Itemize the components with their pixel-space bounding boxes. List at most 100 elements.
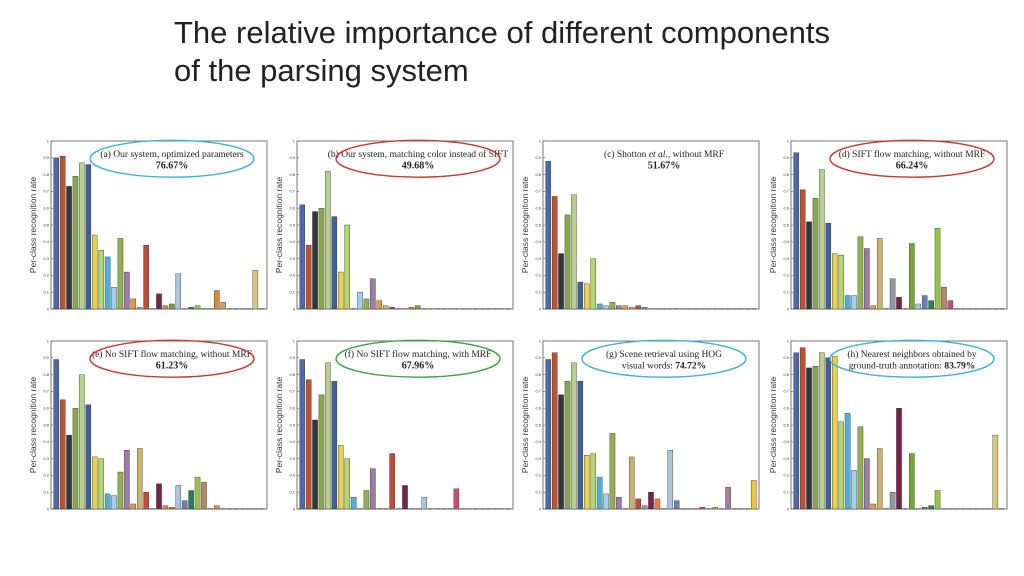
y-tick-label: 0.2 <box>783 273 789 278</box>
bar <box>104 256 111 310</box>
bar <box>941 286 947 310</box>
y-tick-label: 0.4 <box>289 439 295 444</box>
y-tick-label: 0.8 <box>783 372 789 377</box>
y-tick-label: 0.5 <box>43 422 49 427</box>
bar <box>812 197 819 310</box>
bar <box>928 300 934 310</box>
bar <box>124 271 130 310</box>
bar <box>370 468 376 510</box>
bar <box>214 505 220 510</box>
bar <box>635 498 641 510</box>
y-tick-label: 1 <box>293 138 296 143</box>
highlight-ellipse <box>335 339 501 378</box>
bar <box>571 194 577 310</box>
bar <box>363 298 370 310</box>
y-axis-label: Per-class recognition rate <box>28 177 38 274</box>
bar <box>628 456 635 510</box>
bar <box>832 253 838 310</box>
bar <box>616 305 622 310</box>
y-tick-label: 1 <box>787 338 790 343</box>
bar <box>635 305 641 310</box>
bar <box>851 295 857 310</box>
y-tick-label: 0.8 <box>43 372 49 377</box>
bar <box>603 305 609 310</box>
bar <box>934 490 941 510</box>
bar <box>545 160 551 310</box>
y-tick-label: 0.1 <box>43 490 49 495</box>
y-tick-label: 0 <box>293 306 296 311</box>
bar <box>252 270 259 310</box>
y-tick-label: 0.5 <box>289 222 295 227</box>
y-tick-label: 1 <box>47 138 50 143</box>
bar <box>793 152 799 310</box>
bar <box>799 189 806 310</box>
bar <box>609 302 616 310</box>
chart-svg: 0 0.1 0.2 0.3 0.4 0.5 0.6 0.7 0.8 0.9 1 Per-class r… <box>274 138 514 311</box>
bar <box>864 248 870 310</box>
bar <box>799 347 806 510</box>
chart-panel-b: 0 0.1 0.2 0.3 0.4 0.5 0.6 0.7 0.8 0.9 1 Per-class r… <box>270 137 515 329</box>
y-tick-label: 0.5 <box>43 222 49 227</box>
score-label: 49.68% <box>402 161 435 172</box>
bar <box>408 307 415 310</box>
bar <box>111 495 117 510</box>
highlight-ellipse <box>829 339 995 378</box>
bar <box>53 157 59 310</box>
chart-svg: 0 0.1 0.2 0.3 0.4 0.5 0.6 0.7 0.8 0.9 1 Per-class r… <box>28 338 268 511</box>
bar <box>571 362 577 510</box>
bar <box>812 366 819 510</box>
y-tick-label: 0 <box>539 306 542 311</box>
chart-panel-h: 0 0.1 0.2 0.3 0.4 0.5 0.6 0.7 0.8 0.9 1 Per-class r… <box>764 337 1009 529</box>
y-tick-label: 0 <box>47 306 50 311</box>
bar <box>453 488 460 510</box>
y-tick-label: 0.7 <box>43 389 49 394</box>
y-tick-label: 0.5 <box>535 422 541 427</box>
chart-caption: (c) Shotton et al., without MRF <box>604 149 724 160</box>
y-tick-label: 0.6 <box>783 206 789 211</box>
bar <box>59 155 66 310</box>
bar <box>59 399 66 510</box>
score-label: 67.96% <box>402 361 435 372</box>
y-tick-label: 0 <box>787 506 790 511</box>
y-tick-label: 0.3 <box>783 256 789 261</box>
y-tick-label: 0.9 <box>535 355 541 360</box>
y-tick-label: 0.8 <box>783 172 789 177</box>
bar <box>305 379 312 510</box>
bar <box>667 450 674 510</box>
y-tick-label: 0.1 <box>289 490 295 495</box>
bar <box>915 303 922 310</box>
bar <box>934 228 941 310</box>
bar <box>844 295 851 310</box>
y-tick-label: 0.4 <box>535 439 541 444</box>
bar <box>851 470 857 510</box>
bar <box>921 295 928 310</box>
bar <box>921 507 928 510</box>
highlight-ellipse <box>335 139 501 178</box>
bar <box>53 359 59 510</box>
bar <box>117 471 124 510</box>
y-tick-label: 0.1 <box>535 290 541 295</box>
y-tick-label: 0.2 <box>535 273 541 278</box>
bar <box>992 434 999 510</box>
chart-caption: (f) No SIFT flow matching, with MRF <box>345 349 492 360</box>
bar <box>415 305 421 310</box>
y-axis-label: Per-class recognition rate <box>768 177 778 274</box>
y-tick-label: 0.7 <box>535 389 541 394</box>
bar <box>79 374 85 510</box>
y-tick-label: 1 <box>293 338 296 343</box>
y-tick-label: 0.7 <box>535 189 541 194</box>
y-axis-label: Per-class recognition rate <box>520 177 530 274</box>
bar <box>175 273 182 310</box>
y-tick-label: 1 <box>787 138 790 143</box>
y-tick-label: 0.5 <box>289 422 295 427</box>
highlight-ellipse <box>89 139 255 178</box>
y-tick-label: 0.1 <box>535 490 541 495</box>
bar <box>350 497 357 510</box>
bar <box>712 507 718 510</box>
bar <box>111 286 117 310</box>
y-tick-label: 0.9 <box>783 355 789 360</box>
bar <box>558 394 564 510</box>
chart-svg: 0 0.1 0.2 0.3 0.4 0.5 0.6 0.7 0.8 0.9 1 Per-class r… <box>520 138 760 311</box>
bar <box>590 453 596 510</box>
y-tick-label: 0.8 <box>289 372 295 377</box>
